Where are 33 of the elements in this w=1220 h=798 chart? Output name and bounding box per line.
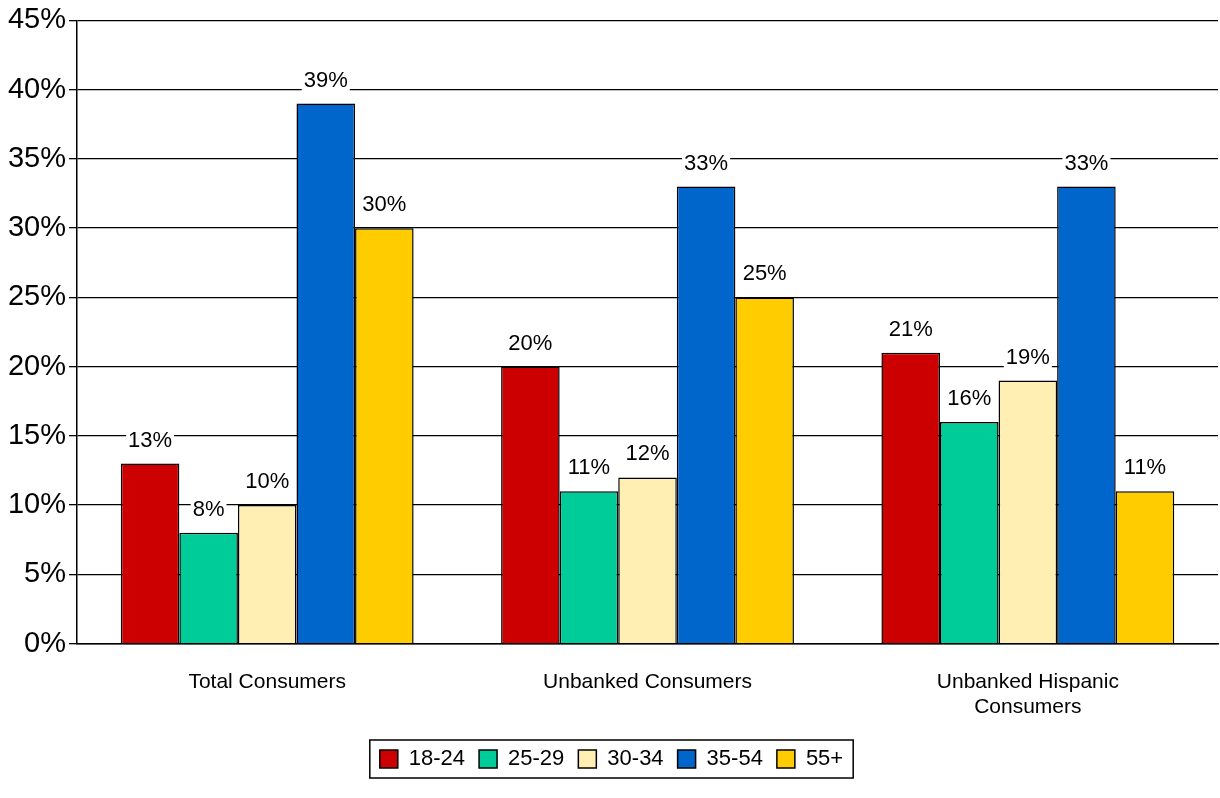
legend-label: 30-34 <box>607 745 664 771</box>
data-label: 8% <box>192 495 225 521</box>
data-label: 33% <box>684 149 729 175</box>
y-tick-label: 35% <box>8 140 67 173</box>
x-tick-label: Unbanked Hispanic Consumers <box>936 669 1119 718</box>
data-label: 11% <box>1123 454 1167 480</box>
data-label: 19% <box>1005 343 1050 369</box>
data-label: 16% <box>947 385 992 411</box>
y-tick-label: 20% <box>8 348 67 381</box>
legend-label: 25-29 <box>508 745 565 771</box>
legend-label: 55+ <box>805 745 844 771</box>
y-tick-label: 10% <box>8 487 67 520</box>
data-label: 12% <box>625 440 670 466</box>
y-tick-label: 25% <box>8 279 67 312</box>
y-tick-label: 30% <box>8 210 67 243</box>
data-label: 30% <box>362 191 407 217</box>
data-label: 11% <box>567 454 611 480</box>
data-label: 21% <box>888 315 933 341</box>
x-tick-label: Unbanked Consumers <box>543 669 752 692</box>
data-label: 10% <box>245 468 290 494</box>
x-tick-label: Total Consumers <box>188 669 346 692</box>
data-label: 33% <box>1064 149 1109 175</box>
legend-label: 18-24 <box>408 745 466 771</box>
y-tick-label: 40% <box>8 71 67 104</box>
data-label: 13% <box>128 426 173 452</box>
data-label: 20% <box>508 329 553 355</box>
legend-label: 35-54 <box>706 745 763 771</box>
data-label: 25% <box>742 260 787 286</box>
y-tick-label: 0% <box>24 625 67 658</box>
data-label: 39% <box>303 66 348 92</box>
y-tick-label: 5% <box>24 556 67 589</box>
y-tick-label: 15% <box>8 417 67 450</box>
y-tick-label: 45% <box>8 2 67 35</box>
